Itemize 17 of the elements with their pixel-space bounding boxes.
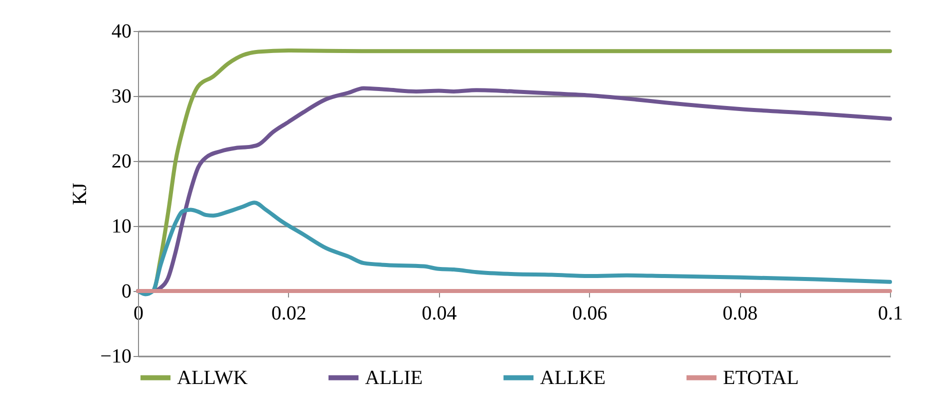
y-tick-label: 30 bbox=[112, 86, 132, 108]
x-tick-label: 0.06 bbox=[572, 302, 608, 324]
x-tick-label: 0.1 bbox=[878, 302, 903, 324]
y-axis-title: KJ bbox=[69, 182, 92, 206]
legend-label: ALLKE bbox=[540, 366, 606, 389]
y-tick-label: −10 bbox=[100, 346, 132, 368]
line-series bbox=[136, 200, 892, 296]
y-tick-label: 10 bbox=[112, 216, 132, 238]
x-tick-label: 0.02 bbox=[271, 302, 306, 324]
x-tick-label: 0.08 bbox=[722, 302, 758, 324]
legend-label: ALLIE bbox=[365, 366, 423, 389]
y-tick-label: 0 bbox=[122, 280, 132, 302]
legend-label: ETOTAL bbox=[723, 366, 799, 389]
x-tick-label: 0.04 bbox=[422, 302, 457, 324]
y-tick-label: 40 bbox=[112, 20, 132, 42]
legend-label: ALLWK bbox=[177, 366, 248, 389]
y-tick-label: 20 bbox=[112, 150, 132, 172]
